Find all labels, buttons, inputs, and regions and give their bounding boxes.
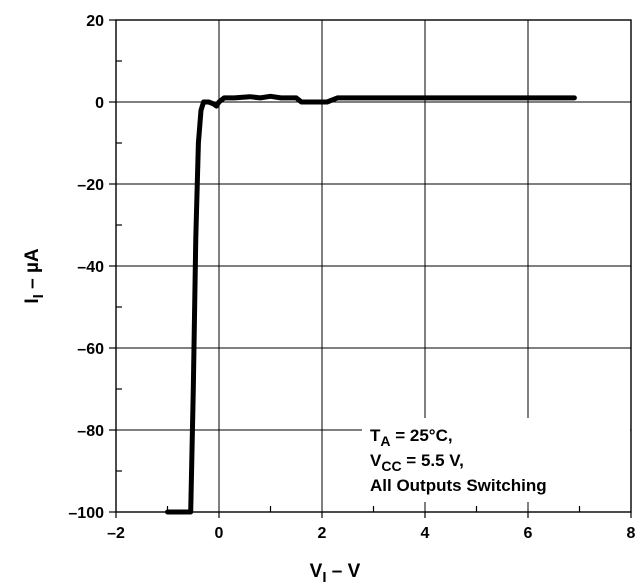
y-tick-label: –60 <box>77 341 104 358</box>
x-tick-label: 2 <box>318 525 327 542</box>
x-tick-label: –2 <box>107 525 125 542</box>
ticks <box>109 19 632 518</box>
y-tick-label: –80 <box>77 423 104 440</box>
x-tick-label: 8 <box>627 525 636 542</box>
x-axis-title: VI – V <box>310 561 361 583</box>
annotation-background <box>362 418 630 502</box>
x-tick-label: 6 <box>524 525 533 542</box>
y-tick-label: –40 <box>77 259 104 276</box>
y-tick-label: 0 <box>95 95 104 112</box>
annotation-line-1: TA = 25°C, <box>370 426 453 449</box>
y-tick-label: –100 <box>68 505 104 522</box>
x-tick-labels: –2 0 2 4 6 8 <box>107 525 635 542</box>
x-tick-label: 0 <box>215 525 224 542</box>
y-tick-labels: 20 0 –20 –40 –60 –80 –100 <box>68 13 104 522</box>
y-axis-title: II – µA <box>22 248 47 304</box>
y-tick-label: –20 <box>77 177 104 194</box>
y-tick-label: 20 <box>86 13 104 30</box>
x-tick-label: 4 <box>421 525 430 542</box>
annotation-line-2: VCC = 5.5 V, <box>370 451 464 474</box>
series-line <box>165 93 577 515</box>
annotation-line-3: All Outputs Switching <box>370 476 547 495</box>
